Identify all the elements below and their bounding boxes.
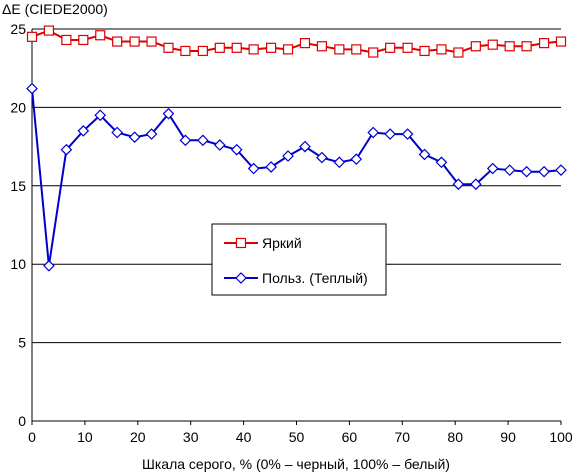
series-1-point-5: [111, 126, 124, 139]
y-tick-label-15: 15: [10, 178, 26, 194]
x-tick-label-70: 70: [395, 429, 411, 445]
series-1-point-7: [145, 128, 158, 140]
series-0-point-9: [180, 45, 191, 57]
series-0-point-2: [61, 34, 72, 46]
series-0-point-28: [504, 41, 515, 52]
y-axis-title: ΔE (CIEDE2000): [2, 1, 108, 17]
x-tick-label-60: 60: [342, 429, 358, 445]
series-group: [26, 25, 567, 272]
x-tick-label-30: 30: [183, 429, 199, 445]
series-0-point-27: [487, 39, 498, 50]
series-0-point-31: [555, 36, 567, 47]
series-0-point-19: [351, 44, 362, 55]
x-tick-label-80: 80: [447, 429, 463, 445]
series-1-point-21: [384, 128, 396, 140]
x-tick-label-40: 40: [236, 429, 252, 445]
series-0-point-25: [453, 47, 464, 58]
y-tick-label-5: 5: [18, 335, 26, 351]
series-0-point-3: [78, 34, 89, 46]
x-axis-title: Шкала серого, % (0% – черный, 100% – бел…: [142, 456, 450, 472]
series-1-point-27: [486, 162, 499, 175]
y-tick-label-10: 10: [10, 256, 26, 272]
tick-labels: 0 5 10 15 20 25 0 10 20 30 40 50 60 70 80 90 100: [10, 21, 572, 445]
series-0-point-26: [470, 41, 481, 52]
legend-label-0: Яркий: [262, 235, 302, 251]
series-1-point-11: [213, 139, 226, 151]
series-1-point-17: [316, 151, 328, 164]
series-0-point-11: [214, 42, 225, 53]
legend: Яркий Польз. (Теплый): [211, 223, 387, 296]
series-1-point-23: [418, 148, 431, 161]
series-1-point-16: [299, 140, 311, 153]
series-1-point-3: [77, 125, 90, 137]
series-1-point-4: [94, 109, 107, 122]
series-1-point-19: [350, 153, 363, 165]
legend-label-1: Польз. (Теплый): [262, 270, 368, 286]
series-0-point-21: [385, 42, 396, 53]
series-1-point-22: [401, 128, 414, 140]
series-1-point-12: [230, 143, 243, 156]
series-0-point-24: [436, 44, 447, 55]
series-1-point-20: [367, 126, 380, 139]
series-0-point-29: [521, 41, 532, 52]
series-0-point-22: [402, 42, 413, 53]
series-0-point-20: [368, 47, 379, 58]
legend-marker-0: [235, 237, 247, 249]
series-1-point-18: [333, 156, 346, 169]
series-1-point-13: [247, 162, 260, 175]
series-1-point-10: [197, 134, 209, 147]
series-1-point-14: [265, 161, 277, 173]
series-0-point-1: [43, 25, 55, 36]
y-tick-label-0: 0: [18, 413, 26, 429]
series-1-point-1: [43, 259, 55, 272]
series-1-point-2: [60, 143, 73, 156]
series-1-point-15: [282, 150, 294, 162]
x-tick-label-90: 90: [500, 429, 516, 445]
series-0-point-6: [129, 36, 140, 47]
y-tick-label-25: 25: [10, 21, 26, 37]
series-1-point-31: [555, 164, 567, 176]
series-1-point-28: [503, 164, 516, 176]
x-tick-label-100: 100: [549, 429, 573, 445]
series-0-point-18: [334, 44, 345, 55]
legend-marker-1: [235, 272, 247, 284]
series-0-point-13: [248, 44, 259, 55]
series-0-point-5: [112, 36, 123, 47]
series-1-point-0: [26, 82, 38, 95]
series-1-point-25: [452, 178, 465, 191]
series-0-point-10: [197, 45, 208, 57]
series-1-point-8: [162, 107, 175, 120]
series-0-point-15: [282, 44, 294, 55]
series-0-point-0: [26, 31, 38, 42]
series-0-point-8: [163, 42, 174, 53]
series-line-0: [31, 29, 562, 54]
series-1-point-26: [469, 178, 482, 191]
x-tick-label-0: 0: [28, 429, 36, 445]
series-0-point-4: [95, 30, 106, 41]
x-tick-label-10: 10: [77, 429, 93, 445]
x-tick-label-20: 20: [130, 429, 146, 445]
series-0-point-17: [316, 41, 327, 52]
y-tick-label-20: 20: [10, 99, 26, 115]
series-0-point-14: [266, 42, 277, 53]
x-tick-label-50: 50: [289, 429, 305, 445]
series-0-point-16: [299, 38, 311, 49]
series-1-point-29: [520, 165, 533, 178]
series-1-point-9: [179, 134, 192, 147]
gridlines: [32, 28, 561, 344]
series-0-point-7: [146, 36, 157, 47]
series-0-point-30: [538, 38, 550, 49]
series-1-point-6: [128, 131, 141, 144]
series-0-point-23: [419, 45, 430, 57]
series-1-point-30: [538, 165, 550, 178]
series-1-point-24: [435, 156, 448, 169]
series-0-point-12: [231, 42, 242, 53]
